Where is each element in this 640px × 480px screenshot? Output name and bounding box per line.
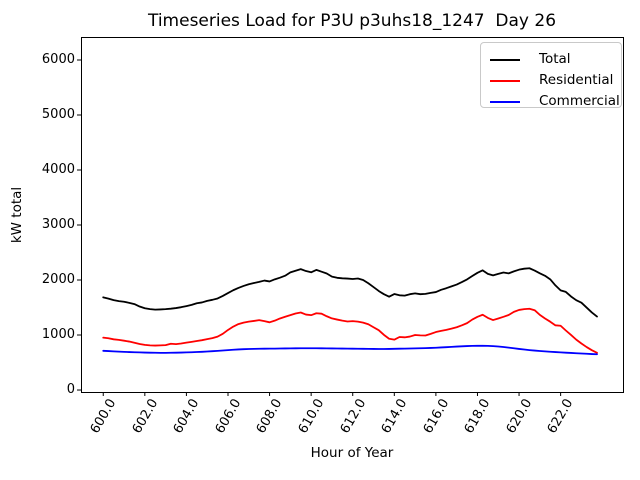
chart-title: Timeseries Load for P3U p3uhs18_1247 Day… [147, 11, 557, 31]
x-tick-label: 618.0 [461, 396, 494, 437]
y-tick-label: 1000 [41, 327, 75, 342]
y-tick-label: 6000 [41, 51, 75, 67]
legend-label-total: Total [539, 51, 571, 67]
y-tick-label: 3000 [41, 217, 75, 232]
legend: Total Residential Commercial [480, 42, 622, 109]
x-tick-label: 600.0 [87, 396, 120, 437]
x-tick-label: 604.0 [170, 396, 203, 437]
x-tick-label: 612.0 [337, 396, 369, 437]
y-axis-label: kW total [9, 186, 25, 244]
x-tick-label: 608.0 [254, 396, 286, 437]
legend-line-sample-commercial [490, 100, 520, 103]
x-tick-label: 620.0 [503, 396, 536, 437]
y-tick-label: 5000 [41, 106, 75, 122]
x-tick-label: 606.0 [212, 396, 245, 437]
x-tick-label: 610.0 [295, 396, 328, 437]
legend-item-residential: Residential [490, 70, 621, 91]
x-tick-label: 602.0 [129, 396, 161, 437]
legend-item-commercial: Commercial [490, 91, 621, 112]
y-tick-label: 0 [66, 382, 75, 398]
x-tick-label: 622.0 [545, 396, 577, 437]
y-tick-label: 2000 [41, 272, 75, 287]
legend-label-residential: Residential [539, 72, 614, 88]
legend-label-commercial: Commercial [539, 93, 620, 109]
x-tick-label: 616.0 [420, 396, 453, 437]
legend-line-sample-residential [490, 79, 520, 82]
x-axis-label: Hour of Year [310, 445, 394, 461]
x-tick-label: 614.0 [378, 396, 411, 437]
legend-item-total: Total [490, 49, 621, 70]
y-tick-label: 4000 [41, 162, 75, 177]
legend-line-sample-total [490, 58, 520, 61]
